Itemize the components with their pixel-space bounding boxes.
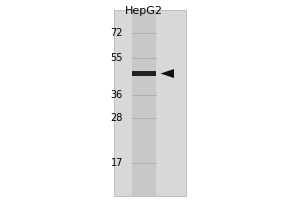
Text: 17: 17 <box>111 158 123 168</box>
Bar <box>132 71 156 76</box>
Text: HepG2: HepG2 <box>125 6 163 16</box>
Text: 72: 72 <box>110 28 123 38</box>
Polygon shape <box>160 69 174 78</box>
Text: 28: 28 <box>111 113 123 123</box>
Text: 55: 55 <box>110 53 123 63</box>
Bar <box>132 10 156 196</box>
Bar <box>114 10 186 196</box>
Text: 36: 36 <box>111 90 123 100</box>
